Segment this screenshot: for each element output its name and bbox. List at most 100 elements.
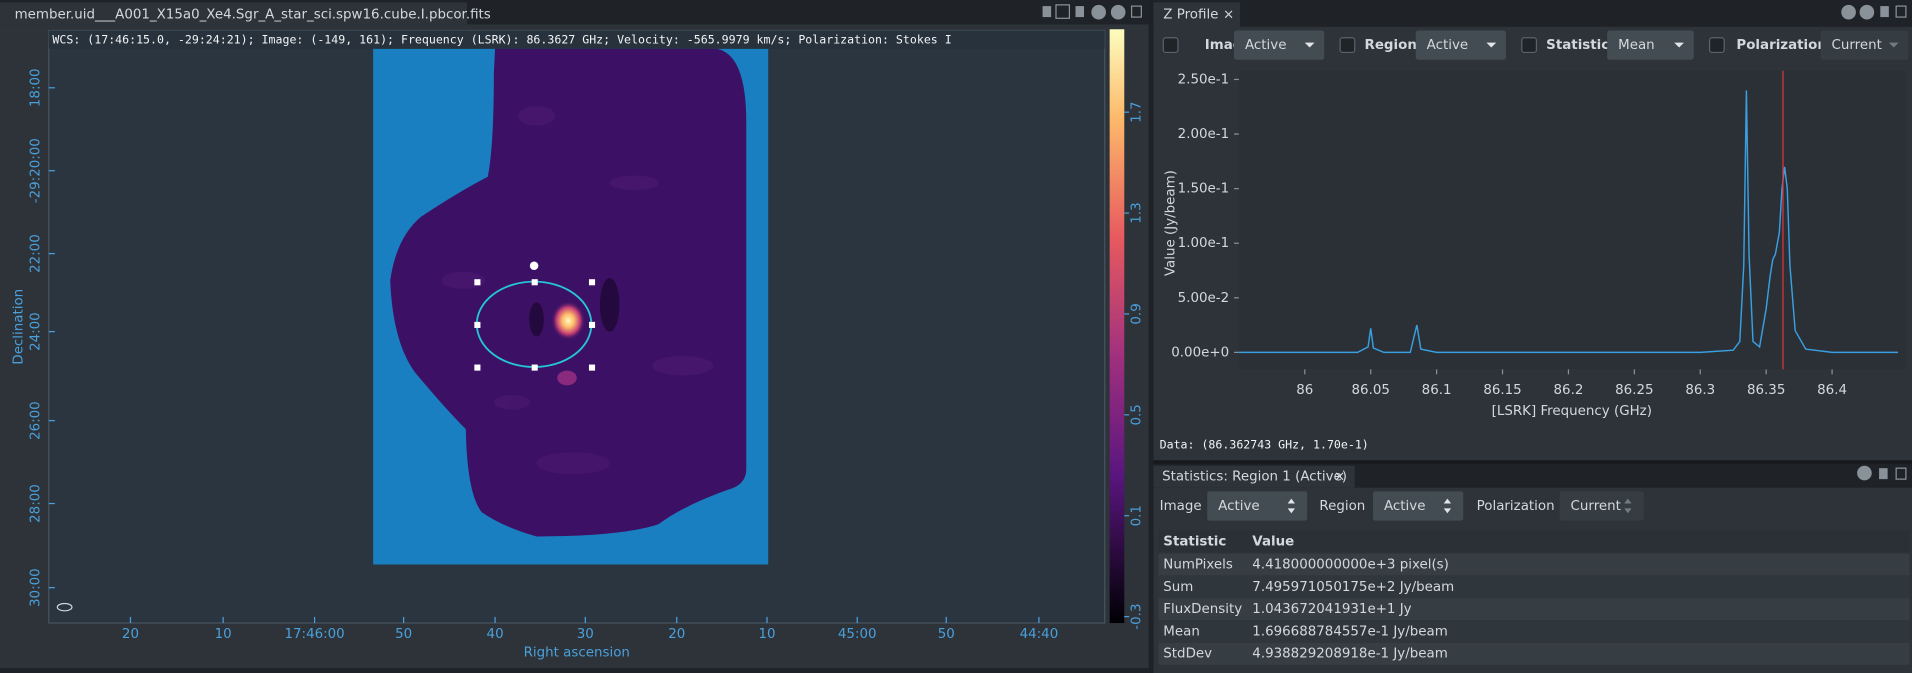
checkbox[interactable] bbox=[1521, 37, 1538, 54]
table-cell: Mean bbox=[1163, 624, 1200, 639]
icon[interactable] bbox=[1075, 6, 1085, 18]
dropdown-caret bbox=[1674, 42, 1684, 48]
dropdown[interactable] bbox=[1373, 491, 1464, 521]
tab-bar bbox=[1153, 0, 1912, 27]
x-tick-label: 86.1 bbox=[1422, 383, 1452, 398]
table-cell: 1.043672041931e+1 Jy bbox=[1252, 602, 1411, 617]
x-axis-label: [LSRK] Frequency (GHz) bbox=[1492, 404, 1652, 419]
dropdown-arrows bbox=[1624, 498, 1632, 514]
table-row bbox=[1158, 553, 1910, 576]
control-label: Polarization bbox=[1477, 499, 1555, 514]
dropdown[interactable] bbox=[1559, 491, 1644, 521]
info-bar bbox=[48, 30, 1105, 49]
tab[interactable] bbox=[1153, 2, 1241, 27]
dropdown-arrows bbox=[1443, 498, 1452, 514]
handle[interactable] bbox=[474, 321, 481, 328]
table-cell: 4.418000000000e+3 pixel(s) bbox=[1252, 557, 1449, 572]
handle[interactable] bbox=[588, 279, 596, 286]
dec-tick-label: -29:20:00 bbox=[28, 138, 43, 203]
close-button[interactable]: × bbox=[1334, 470, 1345, 485]
checkbox[interactable] bbox=[1339, 37, 1356, 54]
handle[interactable] bbox=[474, 279, 481, 286]
x-tick-label: 86.35 bbox=[1747, 383, 1785, 398]
colorbar-tick-label: 0.9 bbox=[1129, 303, 1144, 324]
icon[interactable] bbox=[1110, 4, 1126, 20]
table-cell: Sum bbox=[1163, 580, 1193, 595]
dropdown[interactable] bbox=[1207, 491, 1308, 521]
dropdown-value: Mean bbox=[1618, 38, 1655, 53]
icon[interactable] bbox=[1130, 5, 1142, 18]
dropdown-value: Active bbox=[1245, 38, 1286, 53]
y-tick-label: 5.00e-2 bbox=[1178, 291, 1229, 306]
table-header bbox=[1158, 530, 1910, 553]
tab[interactable] bbox=[1153, 465, 1355, 488]
beam bbox=[56, 602, 73, 612]
handle[interactable] bbox=[531, 279, 538, 286]
table-cell: NumPixels bbox=[1163, 557, 1233, 572]
tab-title: member.uid___A001_X15a0_Xe4.Sgr_A_star_s… bbox=[15, 8, 491, 23]
dec-tick-label: 22:00 bbox=[28, 234, 43, 273]
ra-tick-label: 45:00 bbox=[838, 627, 877, 642]
y-tick-label: 2.00e-1 bbox=[1178, 127, 1229, 142]
icon[interactable] bbox=[1895, 5, 1907, 18]
dec-tick-label: 28:00 bbox=[28, 484, 43, 523]
icon[interactable] bbox=[1857, 465, 1872, 481]
dropdown-caret bbox=[1888, 42, 1899, 48]
handle[interactable] bbox=[531, 364, 538, 371]
icon[interactable] bbox=[1042, 6, 1052, 18]
checkbox[interactable] bbox=[1162, 37, 1179, 54]
ra-tick-label: 10 bbox=[215, 627, 232, 642]
dropdown-value: Active bbox=[1427, 38, 1468, 53]
icon[interactable] bbox=[1895, 467, 1907, 480]
icon[interactable] bbox=[1880, 6, 1889, 18]
handle[interactable] bbox=[588, 321, 596, 328]
dropdown[interactable] bbox=[1415, 30, 1506, 60]
table-cell: 4.938829208918e-1 Jy/beam bbox=[1252, 647, 1447, 662]
image-source bbox=[557, 370, 577, 386]
y-tick-label: 1.50e-1 bbox=[1178, 182, 1229, 197]
region-handles bbox=[474, 261, 596, 371]
control-label: Region bbox=[1319, 499, 1365, 514]
dropdown-value: Active bbox=[1384, 499, 1425, 514]
control-label: Region bbox=[1364, 38, 1416, 53]
colorbar-tick-label: 0.1 bbox=[1129, 505, 1144, 526]
dropdown[interactable] bbox=[1820, 30, 1909, 60]
tab[interactable] bbox=[0, 2, 468, 25]
handle[interactable] bbox=[588, 364, 596, 371]
icon[interactable] bbox=[1859, 4, 1875, 20]
colorbar-tick-label: 1.7 bbox=[1129, 102, 1144, 123]
dec-tick-label: 18:00 bbox=[28, 68, 43, 107]
icon[interactable] bbox=[1879, 468, 1888, 480]
icon[interactable] bbox=[1091, 4, 1106, 20]
ra-tick-label: 17:46:00 bbox=[284, 627, 344, 642]
y-axis-label: Value (Jy/beam) bbox=[1164, 170, 1179, 276]
dropdown[interactable] bbox=[1234, 30, 1325, 60]
table-row bbox=[1158, 598, 1910, 621]
close-button[interactable]: × bbox=[1223, 8, 1234, 23]
colorbar-tick-label: -0.3 bbox=[1129, 604, 1144, 630]
ra-label: Right ascension bbox=[524, 645, 630, 660]
bottom-strip bbox=[0, 668, 1149, 673]
panel-icons bbox=[1857, 465, 1907, 481]
tab-title: Statistics: Region 1 (Active) bbox=[1162, 470, 1347, 485]
icon[interactable] bbox=[1841, 4, 1856, 20]
table-row bbox=[1158, 642, 1910, 665]
dec-tick-label: 30:00 bbox=[28, 568, 43, 607]
panel-icons bbox=[1841, 4, 1907, 20]
colorbar-tick-label: 0.5 bbox=[1129, 404, 1144, 425]
image-texture bbox=[441, 106, 714, 475]
dropdown[interactable] bbox=[1607, 30, 1694, 60]
ra-tick-label: 50 bbox=[938, 627, 955, 642]
dec-tick-label: 26:00 bbox=[28, 401, 43, 440]
checkbox[interactable] bbox=[1708, 37, 1725, 54]
ra-tick-label: 50 bbox=[395, 627, 412, 642]
x-tick-label: 86.15 bbox=[1483, 383, 1521, 398]
icon[interactable] bbox=[1055, 4, 1071, 19]
x-tick-label: 86.4 bbox=[1817, 383, 1847, 398]
rotate-handle[interactable] bbox=[529, 261, 539, 271]
dropdown-value: Current bbox=[1832, 38, 1882, 53]
handle[interactable] bbox=[474, 364, 481, 371]
y-tick-label: 0.00e+0 bbox=[1171, 345, 1229, 360]
x-tick-label: 86.3 bbox=[1685, 383, 1715, 398]
